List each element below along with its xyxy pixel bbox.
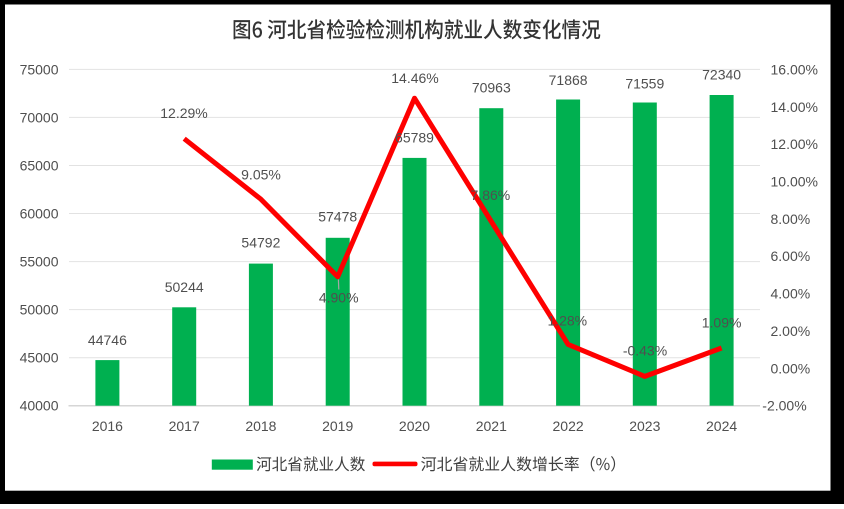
svg-text:16.00%: 16.00% bbox=[771, 61, 818, 77]
svg-text:14.00%: 14.00% bbox=[771, 99, 818, 115]
svg-text:44746: 44746 bbox=[88, 332, 127, 348]
svg-text:10.00%: 10.00% bbox=[771, 174, 818, 190]
svg-text:45000: 45000 bbox=[20, 350, 59, 366]
svg-text:50000: 50000 bbox=[20, 302, 59, 318]
svg-text:2019: 2019 bbox=[322, 418, 353, 434]
svg-text:71559: 71559 bbox=[625, 75, 664, 91]
svg-text:-2.00%: -2.00% bbox=[762, 398, 806, 414]
svg-text:4.90%: 4.90% bbox=[319, 290, 359, 306]
svg-text:55000: 55000 bbox=[20, 254, 59, 270]
svg-text:57478: 57478 bbox=[318, 209, 357, 225]
svg-text:9.05%: 9.05% bbox=[241, 166, 281, 182]
svg-text:75000: 75000 bbox=[20, 61, 59, 77]
svg-text:0.00%: 0.00% bbox=[771, 360, 811, 376]
svg-text:-0.43%: -0.43% bbox=[623, 342, 667, 358]
svg-text:12.29%: 12.29% bbox=[160, 105, 207, 121]
svg-text:6.00%: 6.00% bbox=[771, 248, 811, 264]
svg-text:2016: 2016 bbox=[92, 418, 123, 434]
svg-text:7.86%: 7.86% bbox=[471, 187, 511, 203]
svg-text:12.00%: 12.00% bbox=[771, 136, 818, 152]
svg-text:70000: 70000 bbox=[20, 109, 59, 125]
svg-text:65000: 65000 bbox=[20, 158, 59, 174]
svg-text:40000: 40000 bbox=[20, 398, 59, 414]
svg-text:2021: 2021 bbox=[476, 418, 507, 434]
svg-text:2.00%: 2.00% bbox=[771, 323, 811, 339]
svg-text:2023: 2023 bbox=[629, 418, 660, 434]
svg-text:2018: 2018 bbox=[245, 418, 276, 434]
svg-text:2022: 2022 bbox=[553, 418, 584, 434]
svg-text:4.00%: 4.00% bbox=[771, 286, 811, 302]
svg-text:8.00%: 8.00% bbox=[771, 211, 811, 227]
svg-text:1.09%: 1.09% bbox=[702, 315, 742, 331]
svg-text:2024: 2024 bbox=[706, 418, 737, 434]
svg-text:54792: 54792 bbox=[241, 235, 280, 251]
svg-text:50244: 50244 bbox=[165, 279, 204, 295]
svg-text:65789: 65789 bbox=[395, 130, 434, 146]
svg-text:72340: 72340 bbox=[702, 66, 741, 82]
svg-text:2017: 2017 bbox=[169, 418, 200, 434]
svg-text:1.28%: 1.28% bbox=[547, 312, 587, 328]
svg-text:2020: 2020 bbox=[399, 418, 430, 434]
svg-text:71868: 71868 bbox=[549, 72, 588, 88]
svg-text:60000: 60000 bbox=[20, 206, 59, 222]
svg-text:14.46%: 14.46% bbox=[391, 70, 438, 86]
svg-text:70963: 70963 bbox=[472, 80, 511, 96]
